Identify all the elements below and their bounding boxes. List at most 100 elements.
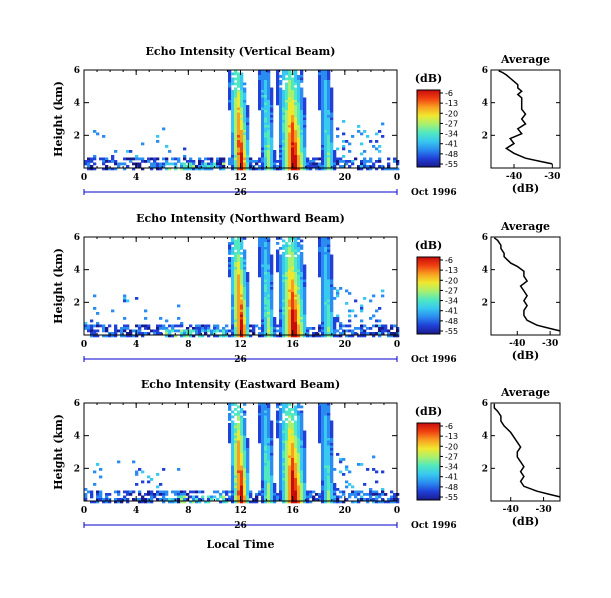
profile-y-tick-label: 4 xyxy=(482,266,488,276)
date-tick-label: 26 xyxy=(234,521,247,531)
profile-frame xyxy=(490,69,561,169)
colorbar-tick-label: -27 xyxy=(445,286,458,295)
x-tick-label: 0 xyxy=(394,506,400,516)
colorbar-tick-label: -13 xyxy=(445,266,458,275)
profile-x-tick-label: -40 xyxy=(509,339,525,349)
profile-y-tick-label: 2 xyxy=(482,298,488,308)
x-tick-label: 4 xyxy=(133,173,139,183)
date-label: Oct 1996 xyxy=(411,188,457,198)
profile-y-tick-label: 4 xyxy=(482,99,488,109)
x-tick-label: 16 xyxy=(286,340,299,350)
y-axis-label: Height (km) xyxy=(52,248,65,324)
profile-title: Average xyxy=(500,220,550,233)
panel-title: Echo Intensity (Eastward Beam) xyxy=(141,378,340,391)
panel-2: Echo Intensity (Northward Beam)0 4 8 12 16 20… xyxy=(52,212,561,365)
x-axis-label: Local Time xyxy=(207,538,275,551)
panel-title: Echo Intensity (Vertical Beam) xyxy=(145,45,335,58)
panel-title: Echo Intensity (Northward Beam) xyxy=(136,212,345,225)
colorbar xyxy=(416,89,441,168)
panel-1: Echo Intensity (Vertical Beam) 0 4 8 12 16 20 0… xyxy=(52,45,561,198)
x-tick-label: 8 xyxy=(185,340,191,350)
y-tick-label: 2 xyxy=(74,131,80,141)
profile-y-tick-label: 6 xyxy=(482,233,488,243)
colorbar xyxy=(416,256,441,335)
panel-3: Echo Intensity (Eastward Beam) 0 4 8 12 16 20 0… xyxy=(52,378,561,551)
date-label: Oct 1996 xyxy=(411,521,457,531)
x-tick-label: 4 xyxy=(133,506,139,516)
profile-frame xyxy=(490,402,561,502)
y-tick-label: 6 xyxy=(74,233,80,243)
colorbar-tick-label: -41 xyxy=(445,473,458,482)
x-tick-label: 0 xyxy=(394,173,400,183)
x-tick-label: 0 xyxy=(81,340,87,350)
colorbar-label: (dB) xyxy=(415,239,442,252)
x-tick-label: 8 xyxy=(185,506,191,516)
profile-y-tick-label: 6 xyxy=(482,399,488,409)
profile-x-label: (dB) xyxy=(512,182,539,195)
colorbar-label: (dB) xyxy=(415,72,442,85)
date-tick-label: 26 xyxy=(234,355,247,365)
colorbar-tick-label: -6 xyxy=(445,256,453,265)
colorbar-tick-label: -55 xyxy=(445,160,458,169)
date-label: Oct 1996 xyxy=(411,355,457,365)
colorbar-tick-label: -13 xyxy=(445,99,458,108)
profile-y-tick-label: 2 xyxy=(482,131,488,141)
colorbar-tick-label: -55 xyxy=(445,327,458,336)
x-tick-label: 16 xyxy=(286,173,299,183)
colorbar-label: (dB) xyxy=(415,405,442,418)
colorbar-tick-label: -48 xyxy=(445,317,458,326)
colorbar-tick-label: -34 xyxy=(445,463,458,472)
colorbar-tick-label: -6 xyxy=(445,422,453,431)
profile-x-tick-label: -40 xyxy=(506,172,522,182)
colorbar-tick-label: -48 xyxy=(445,483,458,492)
colorbar xyxy=(416,422,441,501)
heatmap xyxy=(84,237,400,338)
profile-x-tick-label: -30 xyxy=(535,505,551,515)
colorbar-tick-label: -55 xyxy=(445,493,458,502)
colorbar-tick-label: -41 xyxy=(445,140,458,149)
profile-line xyxy=(498,70,553,165)
profile-x-tick-label: -30 xyxy=(544,172,560,182)
x-tick-label: 20 xyxy=(339,506,352,516)
profile-y-tick-label: 6 xyxy=(482,66,488,76)
y-tick-label: 2 xyxy=(74,298,80,308)
x-tick-label: 20 xyxy=(339,173,352,183)
x-tick-label: 4 xyxy=(133,340,139,350)
profile-y-tick-label: 4 xyxy=(482,432,488,442)
x-tick-label: 0 xyxy=(394,340,400,350)
profile-title: Average xyxy=(500,386,550,399)
profile-line xyxy=(493,403,561,498)
y-tick-label: 6 xyxy=(74,399,80,409)
heatmap xyxy=(84,70,400,171)
colorbar-tick-label: -34 xyxy=(445,297,458,306)
profile-x-tick-label: -30 xyxy=(542,339,558,349)
colorbar-tick-label: -27 xyxy=(445,119,458,128)
x-tick-label: 12 xyxy=(234,340,247,350)
colorbar-tick-label: -6 xyxy=(445,89,453,98)
profile-y-tick-label: 2 xyxy=(482,464,488,474)
colorbar-tick-label: -48 xyxy=(445,150,458,159)
y-axis-label: Height (km) xyxy=(52,81,65,157)
y-tick-label: 2 xyxy=(74,464,80,474)
x-tick-label: 0 xyxy=(81,173,87,183)
profile-line xyxy=(493,237,561,332)
y-axis-label: Height (km) xyxy=(52,414,65,490)
colorbar-tick-label: -20 xyxy=(445,442,458,451)
x-tick-label: 20 xyxy=(339,340,352,350)
y-tick-label: 4 xyxy=(74,99,80,109)
profile-title: Average xyxy=(500,53,550,66)
date-tick-label: 26 xyxy=(234,188,247,198)
heatmap xyxy=(84,403,400,504)
colorbar-tick-label: -20 xyxy=(445,109,458,118)
colorbar-tick-label: -13 xyxy=(445,432,458,441)
x-tick-label: 12 xyxy=(234,173,247,183)
x-tick-label: 12 xyxy=(234,506,247,516)
x-tick-label: 0 xyxy=(81,506,87,516)
y-tick-label: 6 xyxy=(74,66,80,76)
profile-x-tick-label: -40 xyxy=(503,505,519,515)
profile-frame xyxy=(490,236,561,336)
y-tick-label: 4 xyxy=(74,266,80,276)
y-tick-label: 4 xyxy=(74,432,80,442)
colorbar-tick-label: -34 xyxy=(445,130,458,139)
